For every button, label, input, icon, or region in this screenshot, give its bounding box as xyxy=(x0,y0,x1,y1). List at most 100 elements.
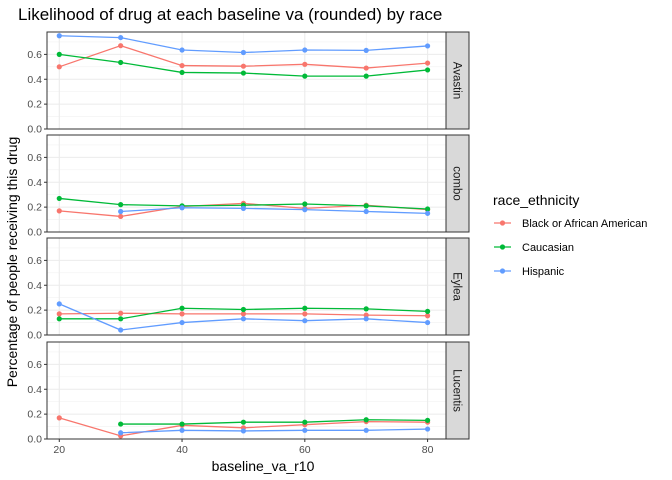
data-point-caucasian xyxy=(424,206,431,212)
facet-strip-label: Avastin xyxy=(451,62,463,100)
y-tick-label: 0.6 xyxy=(27,152,42,164)
facet-panel-avastin: 0.0 0.2 0.4 0.6 Avastin xyxy=(27,31,470,136)
data-point-hispanic xyxy=(118,430,124,436)
legend-key-point xyxy=(499,268,506,274)
y-tick-label: 0.6 xyxy=(27,359,42,371)
data-point-caucasian xyxy=(56,316,62,322)
y-tick-label: 0.2 xyxy=(27,202,42,214)
data-point-hispanic xyxy=(179,47,185,53)
legend-entry-label: Caucasian xyxy=(522,242,574,254)
data-point-caucasian xyxy=(424,308,431,314)
data-point-caucasian xyxy=(118,202,124,208)
data-point-caucasian xyxy=(118,59,124,66)
data-point-caucasian xyxy=(179,305,185,311)
data-point-caucasian xyxy=(179,69,185,76)
legend-entry-label: Hispanic xyxy=(522,266,565,278)
data-point-hispanic xyxy=(363,316,369,322)
facet-strip-label: Eylea xyxy=(451,272,463,301)
facet-panel-eylea: 0.0 0.2 0.4 0.6 Eylea xyxy=(27,237,470,342)
y-tick-label: 0.6 xyxy=(27,49,42,61)
data-point-hispanic xyxy=(424,210,431,216)
data-point-hispanic xyxy=(302,427,308,433)
data-point-caucasian xyxy=(240,70,247,76)
y-tick-label: 0.4 xyxy=(27,280,42,292)
data-point-black-or-african-american xyxy=(424,60,431,66)
x-tick-label: 60 xyxy=(299,444,311,456)
data-point-caucasian xyxy=(240,306,247,313)
facet-strip-label: Lucentis xyxy=(451,369,463,412)
y-tick-label: 0.0 xyxy=(27,434,42,446)
data-point-hispanic xyxy=(302,318,308,324)
data-point-black-or-african-american xyxy=(179,311,185,317)
data-point-black-or-african-american xyxy=(302,311,308,317)
data-point-hispanic xyxy=(424,43,431,49)
panel-background xyxy=(47,135,446,232)
data-point-hispanic xyxy=(363,47,369,54)
facet-panels: 0.00.20.40.6Avastin0.00.20.40.6combo0.00… xyxy=(27,31,470,456)
data-point-hispanic xyxy=(240,49,247,56)
panel-background xyxy=(47,32,446,129)
y-tick-label: 0.0 xyxy=(27,124,42,136)
data-point-caucasian xyxy=(56,51,62,57)
facet-strip xyxy=(445,134,470,233)
y-axis-label: Percentage of people receiving this drug xyxy=(4,137,20,388)
x-tick-label: 20 xyxy=(53,444,65,456)
data-point-hispanic xyxy=(363,427,369,433)
x-tick-label: 40 xyxy=(176,444,188,456)
data-point-hispanic xyxy=(302,207,308,213)
data-point-hispanic xyxy=(56,301,62,307)
data-point-hispanic xyxy=(424,426,431,432)
series-line-hispanic xyxy=(120,428,428,434)
series-line-caucasian xyxy=(120,419,428,425)
data-point-caucasian xyxy=(240,419,247,425)
data-point-black-or-african-american xyxy=(240,311,247,317)
facet-strip xyxy=(445,341,470,440)
data-point-caucasian xyxy=(56,195,62,202)
data-point-caucasian xyxy=(302,73,308,79)
facet-panel-lucentis: 0.0 0.2 0.4 0.6 Lucentis xyxy=(27,341,470,446)
y-tick-label: 0.2 xyxy=(27,409,42,421)
data-point-black-or-african-american xyxy=(363,65,369,71)
data-point-caucasian xyxy=(363,203,369,209)
data-point-caucasian xyxy=(363,73,369,79)
data-point-caucasian xyxy=(118,421,124,427)
data-point-hispanic xyxy=(179,427,185,433)
data-point-hispanic xyxy=(240,316,247,322)
chart-title: Likelihood of drug at each baseline va (… xyxy=(18,5,442,24)
y-tick-label: 0.0 xyxy=(27,227,42,239)
data-point-caucasian xyxy=(424,67,431,73)
facet-strip xyxy=(445,237,470,336)
legend-entry-label: Black or African American xyxy=(522,218,647,230)
x-axis-label: baseline_va_r10 xyxy=(212,458,315,474)
y-tick-label: 0.4 xyxy=(27,384,42,396)
data-point-black-or-african-american xyxy=(363,312,369,318)
data-point-hispanic xyxy=(179,319,185,326)
series-line-hispanic xyxy=(120,207,428,214)
legend-key-point xyxy=(499,220,506,226)
data-point-hispanic xyxy=(240,205,247,211)
data-point-caucasian xyxy=(302,201,308,207)
data-point-hispanic xyxy=(363,208,369,215)
facet-strip xyxy=(445,31,470,130)
y-tick-label: 0.6 xyxy=(27,255,42,267)
data-point-black-or-african-american xyxy=(56,208,62,214)
data-point-black-or-african-american xyxy=(118,213,124,220)
y-tick-label: 0.4 xyxy=(27,177,42,189)
data-point-black-or-african-american xyxy=(56,311,62,317)
facet-panel-combo: 0.0 0.2 0.4 0.6 combo xyxy=(27,134,470,239)
data-point-caucasian xyxy=(302,305,308,311)
data-point-hispanic xyxy=(56,33,62,39)
data-point-caucasian xyxy=(424,417,431,423)
data-point-black-or-african-american xyxy=(56,415,62,421)
y-tick-label: 0.0 xyxy=(27,330,42,342)
data-point-caucasian xyxy=(363,306,369,312)
panel-background xyxy=(47,342,446,439)
x-tick-label: 80 xyxy=(422,444,434,456)
data-point-caucasian xyxy=(179,421,185,427)
data-point-hispanic xyxy=(240,428,247,434)
data-point-hispanic xyxy=(118,208,124,215)
data-point-hispanic xyxy=(118,34,124,41)
data-point-black-or-african-american xyxy=(179,62,185,69)
data-point-caucasian xyxy=(118,316,124,322)
